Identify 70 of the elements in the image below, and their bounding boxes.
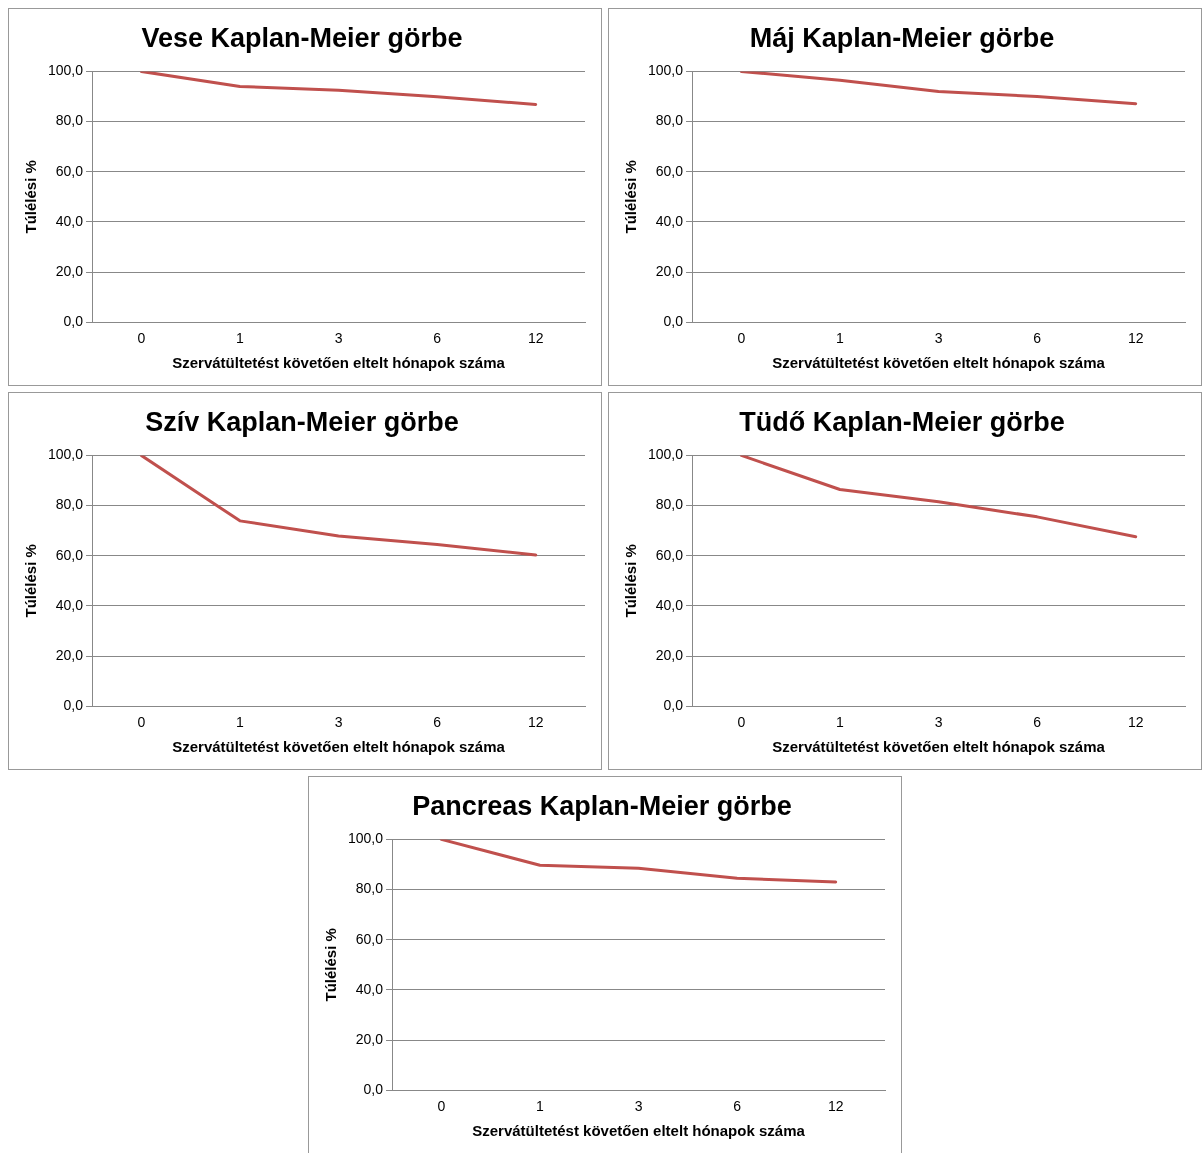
- y-tick-label: 0,0: [63, 313, 84, 330]
- y-axis-title: Túlélési %: [322, 928, 340, 1002]
- y-tick-label: 20,0: [655, 646, 684, 663]
- x-axis-title: Szervátültetést követően eltelt hónapok száma: [172, 738, 506, 756]
- y-tick-label: 80,0: [355, 880, 384, 897]
- x-tick-label: 6: [733, 1098, 742, 1115]
- x-tick-label: 3: [334, 330, 343, 347]
- y-tick-label: 80,0: [55, 112, 84, 129]
- x-axis-title: Szervátültetést követően eltelt hónapok száma: [772, 738, 1106, 756]
- x-tick-label: 3: [634, 1098, 643, 1115]
- y-tick-label: 0,0: [663, 697, 684, 714]
- x-tick-label: 1: [536, 1098, 545, 1115]
- y-tick-label: 0,0: [663, 313, 684, 330]
- y-tick-label: 100,0: [47, 446, 84, 463]
- y-tick-label: 40,0: [55, 212, 84, 229]
- chart-title: Vese Kaplan-Meier görbe: [141, 22, 463, 53]
- y-axis-title: Túlélési %: [22, 544, 40, 618]
- y-tick-label: 40,0: [355, 980, 384, 997]
- x-tick-label: 1: [236, 330, 245, 347]
- y-axis-title: Túlélési %: [622, 544, 640, 618]
- y-tick-label: 60,0: [55, 546, 84, 563]
- x-tick-label: 3: [934, 714, 943, 731]
- x-tick-label: 12: [827, 1098, 844, 1115]
- y-tick-label: 20,0: [655, 262, 684, 279]
- x-tick-label: 6: [1033, 714, 1042, 731]
- y-tick-label: 0,0: [363, 1081, 384, 1098]
- y-tick-label: 80,0: [655, 496, 684, 513]
- x-tick-label: 0: [737, 330, 746, 347]
- y-tick-label: 80,0: [55, 496, 84, 513]
- y-tick-label: 100,0: [647, 446, 684, 463]
- x-tick-label: 12: [1127, 714, 1144, 731]
- y-tick-label: 100,0: [347, 830, 384, 847]
- x-tick-label: 1: [836, 330, 845, 347]
- y-tick-label: 20,0: [355, 1030, 384, 1047]
- chart-title: Máj Kaplan-Meier görbe: [749, 22, 1055, 53]
- x-tick-label: 1: [836, 714, 845, 731]
- x-tick-label: 12: [527, 714, 544, 731]
- x-tick-label: 6: [433, 714, 442, 731]
- x-tick-label: 1: [236, 714, 245, 731]
- chart-title: Pancreas Kaplan-Meier görbe: [412, 790, 792, 821]
- y-tick-label: 40,0: [655, 596, 684, 613]
- y-tick-label: 100,0: [47, 62, 84, 79]
- x-tick-label: 12: [1127, 330, 1144, 347]
- x-tick-label: 0: [437, 1098, 446, 1115]
- y-tick-label: 40,0: [55, 596, 84, 613]
- chart-title: Tüdő Kaplan-Meier görbe: [739, 406, 1065, 437]
- x-tick-label: 3: [934, 330, 943, 347]
- y-tick-label: 60,0: [55, 162, 84, 179]
- x-tick-label: 6: [1033, 330, 1042, 347]
- y-tick-label: 60,0: [655, 546, 684, 563]
- y-tick-label: 100,0: [647, 62, 684, 79]
- y-axis-title: Túlélési %: [622, 160, 640, 234]
- x-tick-label: 0: [137, 330, 146, 347]
- x-tick-label: 0: [137, 714, 146, 731]
- y-tick-label: 20,0: [55, 262, 84, 279]
- x-tick-label: 0: [737, 714, 746, 731]
- y-tick-label: 0,0: [63, 697, 84, 714]
- y-tick-label: 60,0: [355, 930, 384, 947]
- chart-title: Szív Kaplan-Meier görbe: [145, 406, 459, 437]
- y-tick-label: 80,0: [655, 112, 684, 129]
- y-tick-label: 40,0: [655, 212, 684, 229]
- y-axis-title: Túlélési %: [22, 160, 40, 234]
- y-tick-label: 20,0: [55, 646, 84, 663]
- x-axis-title: Szervátültetést követően eltelt hónapok száma: [772, 354, 1106, 372]
- x-axis-title: Szervátültetést követően eltelt hónapok száma: [472, 1122, 806, 1140]
- x-tick-label: 3: [334, 714, 343, 731]
- x-axis-title: Szervátültetést követően eltelt hónapok száma: [172, 354, 506, 372]
- x-tick-label: 6: [433, 330, 442, 347]
- y-tick-label: 60,0: [655, 162, 684, 179]
- x-tick-label: 12: [527, 330, 544, 347]
